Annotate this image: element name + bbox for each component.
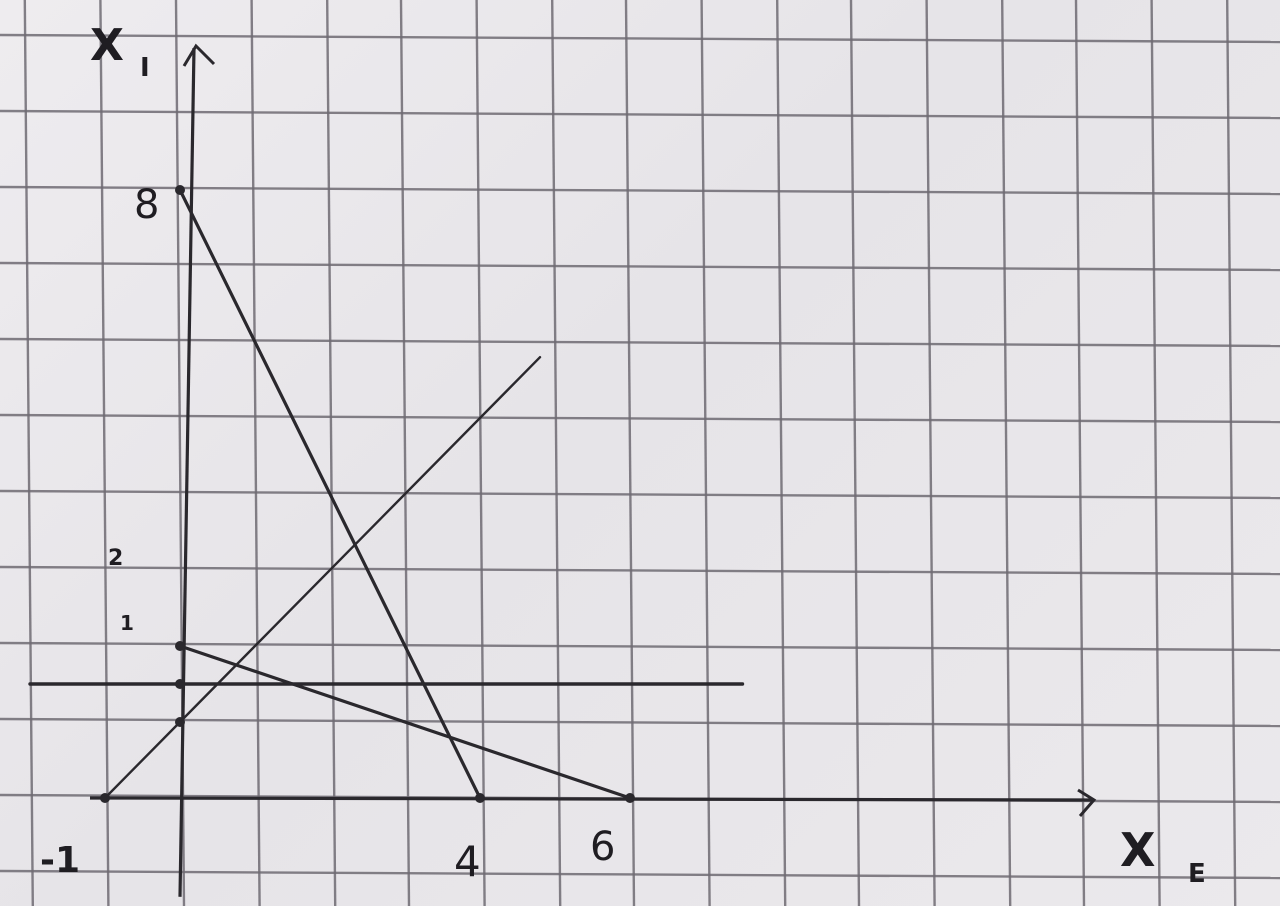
grid-line-horizontal [0, 717, 1280, 728]
line-8-to-4 [178, 188, 482, 800]
line-minus1-through-1 [103, 356, 542, 800]
y-axis-label-subscript: I [140, 53, 150, 83]
grid-line-horizontal [0, 869, 1280, 880]
line-2-to-6 [178, 644, 632, 800]
marked-point [175, 185, 185, 195]
grid-line-vertical [23, 0, 34, 906]
grid-line-vertical [1074, 0, 1086, 906]
y-axis-label: X [90, 20, 124, 71]
x-axis-arrow [1077, 788, 1097, 817]
grid-line-vertical [624, 0, 636, 906]
y-axis-arrow [182, 43, 216, 67]
plotted-lines [28, 188, 745, 800]
marked-point [175, 717, 185, 727]
grid-line-horizontal [0, 489, 1280, 500]
marked-points [100, 185, 635, 803]
y-axis [178, 47, 196, 897]
axis-labels: X I X E 8 2 1 -1 4 6 [40, 20, 1206, 889]
x-axis-label: X [1120, 823, 1155, 877]
x-tick-label-minus1: -1 [40, 840, 80, 881]
grid-line-vertical [250, 0, 261, 906]
grid-line-vertical [551, 0, 562, 906]
y-tick-label-2: 2 [108, 546, 123, 571]
grid-line-horizontal [0, 33, 1280, 44]
grid-line-horizontal [0, 413, 1280, 424]
axes [89, 43, 1097, 897]
marked-point [475, 793, 485, 803]
grid-line-vertical [1150, 0, 1161, 906]
x-axis [89, 796, 1093, 802]
marked-point [100, 793, 110, 803]
x-tick-label-6: 6 [590, 824, 615, 870]
marked-point [175, 679, 185, 689]
grid-line-vertical [925, 0, 936, 906]
y-tick-label-8: 8 [134, 182, 159, 228]
x-axis-label-subscript: E [1188, 859, 1206, 889]
grid-line-horizontal [0, 565, 1280, 576]
grid-line-vertical [475, 0, 486, 906]
grid-line-vertical [700, 0, 711, 906]
grid-line-vertical [849, 0, 861, 906]
x-tick-label-4: 4 [454, 837, 481, 886]
grid-line-vertical [1001, 0, 1012, 906]
grid-line-vertical [99, 0, 110, 906]
grid-line-vertical [776, 0, 787, 906]
grid-line-horizontal [0, 337, 1280, 348]
grid-line-vertical [1225, 0, 1237, 906]
grid-line-horizontal [0, 261, 1280, 272]
grid-line-horizontal [0, 185, 1280, 196]
y-tick-label-1: 1 [120, 611, 134, 635]
marked-point [175, 641, 185, 651]
grid-line-vertical [326, 0, 337, 906]
grid-line-horizontal [0, 109, 1280, 120]
grid-line-vertical [399, 0, 411, 906]
grid-line-horizontal [0, 641, 1280, 652]
marked-point [625, 793, 635, 803]
